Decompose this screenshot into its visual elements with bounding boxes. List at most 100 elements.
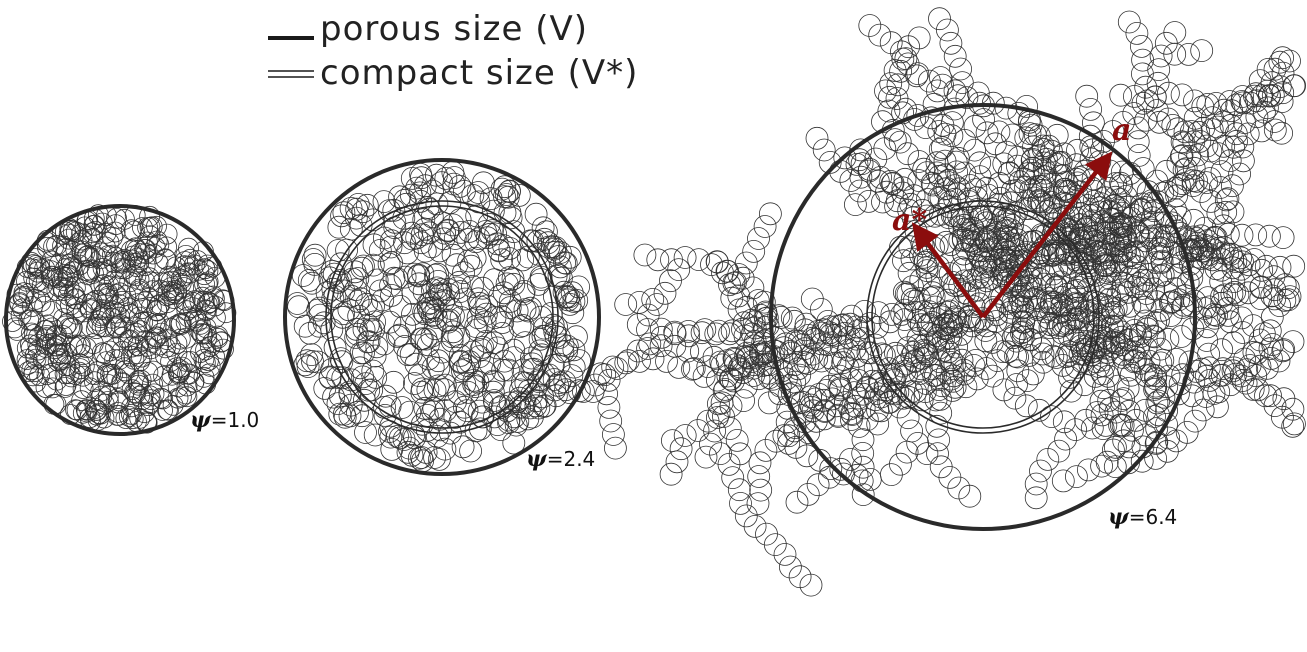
monomer: [1195, 229, 1219, 253]
monomer: [1019, 327, 1042, 351]
monomer: [1110, 278, 1134, 302]
monomer: [986, 235, 1010, 259]
monomer: [1133, 196, 1157, 220]
monomer: [878, 85, 901, 109]
monomer: [1278, 285, 1302, 309]
monomer: [403, 426, 427, 450]
monomer: [156, 236, 178, 258]
monomer: [46, 335, 68, 357]
monomer: [1111, 271, 1135, 295]
monomer: [918, 69, 941, 93]
monomer: [1011, 320, 1035, 344]
monomer: [354, 421, 377, 444]
monomer: [1006, 154, 1029, 178]
monomer: [715, 349, 739, 373]
monomer: [351, 365, 375, 389]
monomer: [379, 235, 403, 259]
monomer: [433, 221, 457, 245]
monomer: [747, 465, 771, 488]
monomer: [855, 408, 879, 432]
monomer: [513, 298, 537, 322]
monomer: [79, 377, 101, 399]
monomer: [1110, 333, 1133, 357]
monomer: [677, 324, 701, 348]
monomer: [1263, 287, 1286, 311]
monomer: [505, 299, 529, 323]
monomer: [27, 333, 49, 355]
monomer: [896, 336, 920, 360]
monomer: [1044, 346, 1068, 369]
monomer: [413, 239, 437, 263]
monomer: [1191, 95, 1215, 119]
compact-circle-inner-psi-2: [330, 205, 554, 429]
monomer: [942, 364, 965, 388]
monomer: [871, 190, 894, 214]
monomer: [920, 171, 944, 195]
monomer: [1198, 368, 1222, 392]
monomer: [96, 259, 118, 281]
monomer: [1226, 283, 1250, 307]
monomer: [900, 419, 923, 443]
monomer: [365, 268, 389, 292]
monomer: [742, 239, 766, 263]
monomer: [1183, 106, 1207, 130]
monomer: [1206, 201, 1230, 225]
monomer: [543, 237, 566, 261]
monomer: [131, 389, 153, 411]
monomer: [950, 71, 974, 94]
monomer: [97, 288, 118, 309]
monomer: [845, 152, 869, 176]
monomer: [568, 349, 591, 373]
monomer: [326, 239, 350, 262]
monomer: [1231, 250, 1254, 274]
monomer: [1081, 209, 1105, 233]
monomer: [786, 357, 810, 381]
monomer: [1228, 162, 1251, 186]
monomer: [847, 415, 871, 438]
monomer: [13, 282, 35, 304]
monomer: [1256, 58, 1280, 81]
monomer: [423, 378, 447, 402]
monomer: [42, 265, 63, 287]
monomer: [716, 364, 740, 388]
monomer: [443, 405, 467, 429]
monomer: [889, 235, 912, 259]
monomer: [1078, 352, 1102, 376]
monomer: [1250, 119, 1273, 143]
monomer: [952, 358, 976, 382]
monomer: [748, 451, 772, 475]
monomer: [1001, 213, 1024, 237]
monomer: [965, 238, 989, 262]
monomer: [868, 23, 892, 47]
monomer: [759, 202, 782, 226]
monomer: [1186, 143, 1210, 167]
monomer: [1024, 486, 1048, 510]
monomer: [907, 169, 931, 192]
monomer: [131, 217, 153, 238]
monomer: [1183, 409, 1207, 433]
monomer: [329, 252, 353, 276]
monomer: [941, 111, 964, 134]
legend-compact-label: compact size (V*): [320, 53, 638, 93]
monomer: [881, 171, 905, 195]
monomer: [473, 360, 496, 384]
monomer: [1200, 118, 1224, 142]
monomer: [810, 332, 834, 356]
monomer: [785, 490, 809, 514]
monomer: [449, 220, 473, 244]
monomer: [352, 388, 376, 412]
monomer: [72, 378, 94, 399]
monomer: [626, 313, 650, 337]
monomer: [818, 465, 841, 489]
monomer: [602, 423, 625, 446]
monomer: [1142, 277, 1166, 301]
monomer: [939, 350, 963, 374]
monomer: [930, 136, 954, 160]
monomer: [728, 355, 751, 379]
monomer: [715, 259, 739, 283]
monomer: [513, 331, 537, 355]
monomer: [166, 342, 188, 364]
monomer: [939, 367, 963, 391]
monomer: [412, 300, 436, 324]
monomer: [1001, 290, 1025, 314]
